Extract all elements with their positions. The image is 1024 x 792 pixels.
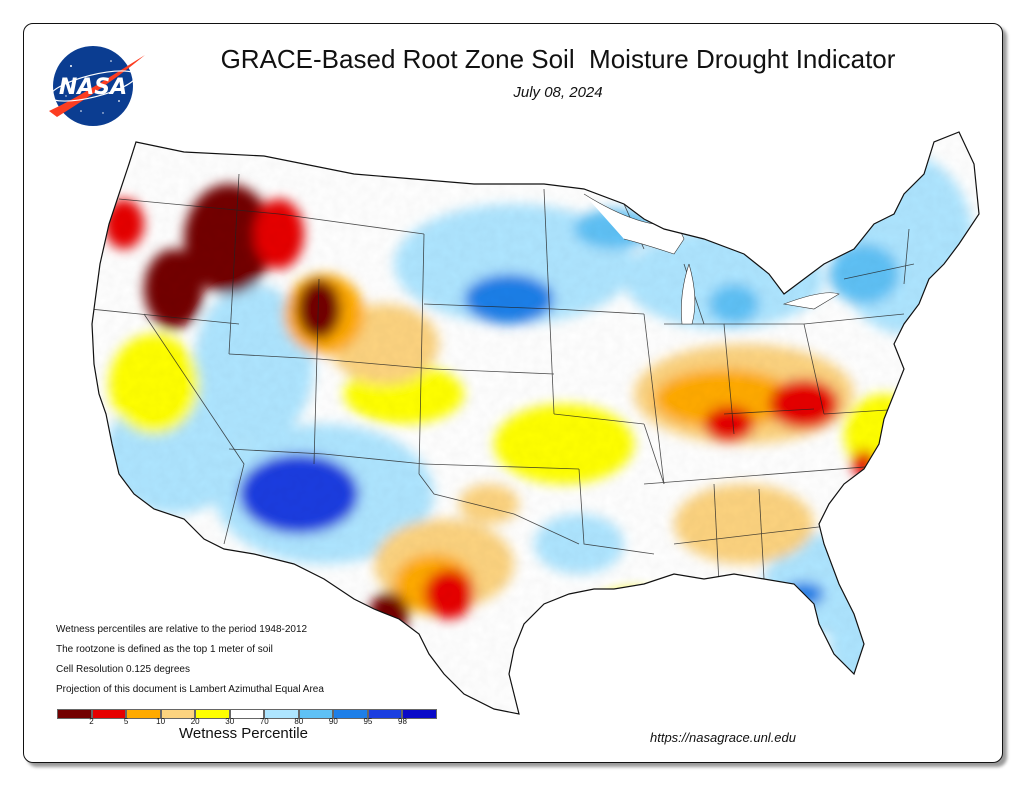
legend-tick-label: 30 xyxy=(225,717,235,726)
map-title: GRACE-Based Root Zone Soil Moisture Drou… xyxy=(220,44,896,74)
legend-swatch xyxy=(333,709,368,719)
legend-tick-label: 80 xyxy=(294,717,304,726)
legend-tick-label: 5 xyxy=(123,717,129,726)
nasa-logo: NASA xyxy=(49,46,145,126)
legend-swatch xyxy=(126,709,161,719)
legend-swatch xyxy=(91,709,127,719)
note-rootzone: The rootzone is defined as the top 1 met… xyxy=(56,644,273,655)
legend-title: Wetness Percentile xyxy=(179,725,308,742)
note-resolution: Cell Resolution 0.125 degrees xyxy=(56,664,190,675)
legend-swatch xyxy=(402,709,438,719)
legend-swatch xyxy=(229,709,265,719)
wetness-legend xyxy=(57,709,438,723)
source-url[interactable]: https://nasagrace.unl.edu xyxy=(650,730,796,745)
legend-tick-label: 90 xyxy=(328,717,338,726)
legend-tick-label: 10 xyxy=(156,717,166,726)
legend-tick-label: 70 xyxy=(259,717,269,726)
legend-tick-label: 2 xyxy=(89,717,94,726)
legend-tick-label: 95 xyxy=(363,717,373,726)
map-frame: NASA GRACE-Based Root Zone Soil Moisture… xyxy=(23,23,1003,763)
note-projection: Projection of this document is Lambert A… xyxy=(56,684,324,695)
map-date: July 08, 2024 xyxy=(513,84,603,101)
legend-swatch xyxy=(367,709,403,719)
us-drought-map xyxy=(91,131,980,715)
nasa-logo-text: NASA xyxy=(59,75,127,100)
legend-swatch xyxy=(195,709,230,719)
legend-swatch xyxy=(298,709,334,719)
legend-tick-label: 20 xyxy=(190,717,200,726)
legend-tick-label: 98 xyxy=(398,717,407,726)
note-period: Wetness percentiles are relative to the … xyxy=(56,624,308,635)
legend-swatch xyxy=(160,709,196,719)
legend-swatch xyxy=(57,709,92,719)
legend-swatch xyxy=(264,709,299,719)
